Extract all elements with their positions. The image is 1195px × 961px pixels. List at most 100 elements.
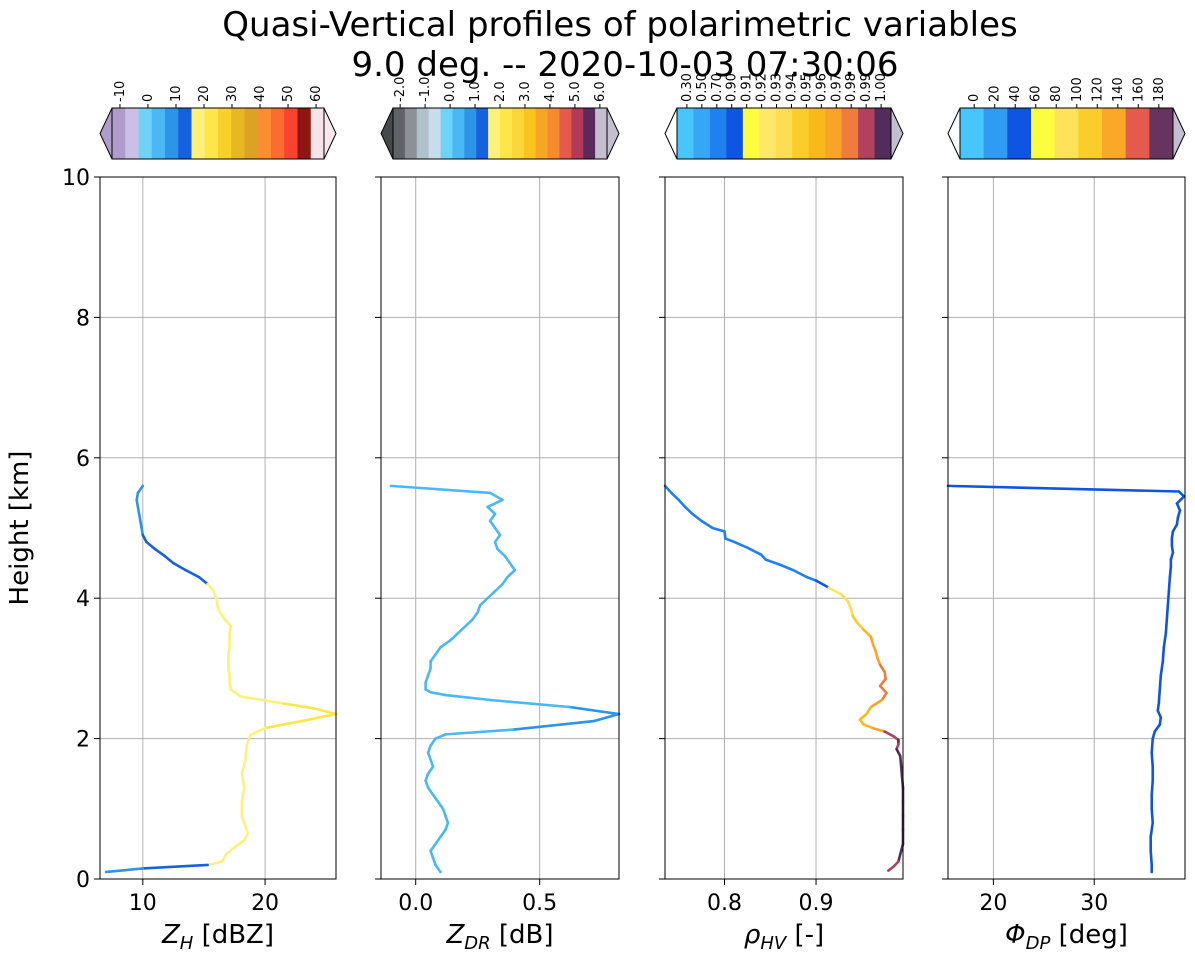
colorbar-swatch xyxy=(775,108,793,159)
profile-segment xyxy=(493,582,504,593)
colorbar-tick-label: 0 xyxy=(967,94,982,102)
profile-segment xyxy=(814,579,831,589)
profile-segment xyxy=(493,533,502,544)
y-tick-label: 8 xyxy=(76,306,90,331)
colorbar-tick-label: 0.92 xyxy=(755,73,770,102)
profile-segment xyxy=(436,800,445,811)
colorbar-tick-label: 0 xyxy=(141,94,156,102)
colorbar-swatch xyxy=(583,108,596,159)
profile-segment xyxy=(463,617,475,628)
y-axis-label: Height [km] xyxy=(5,451,35,606)
profile-segment xyxy=(501,575,509,586)
profile-segment xyxy=(300,712,338,723)
profile-segment xyxy=(429,842,437,853)
colorbar-tick-label: 0.93 xyxy=(770,73,785,102)
colorbar-tick-label: 2.0 xyxy=(493,81,508,102)
x-axis-label: ZH [dBZ] xyxy=(161,920,274,954)
profile-segment xyxy=(471,610,479,621)
colorbar-tick-label: 0.70 xyxy=(710,73,725,102)
profile-segment xyxy=(439,828,447,839)
profile-segment xyxy=(1157,688,1162,705)
profile-segment xyxy=(898,754,903,768)
colorbar-swatch xyxy=(535,108,548,159)
profile-segment xyxy=(724,537,736,544)
colorbar-swatch xyxy=(151,108,166,159)
profile-segment xyxy=(691,512,703,523)
colorbar-tick-label: 40 xyxy=(253,85,268,102)
colorbar-swatch xyxy=(792,108,810,159)
axes-frame xyxy=(380,176,620,880)
colorbar-swatch xyxy=(983,108,1008,159)
colorbar-swatch xyxy=(138,108,153,159)
profile-segment xyxy=(1158,674,1163,691)
profile-segment xyxy=(711,526,726,533)
profile-segment xyxy=(312,707,338,716)
profile-segment xyxy=(1150,737,1155,754)
colorbar: -2.0 -1.0 0.0 1.0 2.0 3.0 4.0 5.0 6.0 xyxy=(380,77,620,160)
profile-segment xyxy=(871,726,886,733)
profile-segment xyxy=(141,533,148,544)
colorbar-swatch xyxy=(841,108,859,159)
profile-segment xyxy=(218,610,227,621)
colorbar-tick-label: 0.98 xyxy=(844,73,859,102)
colorbar-extend-left xyxy=(947,107,961,160)
colorbar: -10 0 10 20 30 40 50 60 xyxy=(99,81,337,160)
colorbar-swatch xyxy=(595,108,608,159)
profile-segment xyxy=(858,712,868,721)
colorbar-swatch xyxy=(488,108,501,159)
colorbar-tick-label: -1.0 xyxy=(418,77,433,102)
profile-segment xyxy=(1149,849,1154,867)
profile-segment xyxy=(805,575,818,582)
profile-segment xyxy=(1150,779,1155,797)
x-tick-label: 0.8 xyxy=(707,891,742,916)
profile-segment xyxy=(163,554,175,565)
profile-segment xyxy=(1175,495,1186,505)
y-tick-label: 6 xyxy=(76,447,90,472)
colorbar-swatch xyxy=(165,108,179,159)
colorbar-swatch xyxy=(858,108,875,159)
profile-segment xyxy=(878,677,887,688)
x-tick-label: 20 xyxy=(251,891,279,916)
colorbar-swatch xyxy=(1102,108,1127,159)
profile-segment xyxy=(153,547,167,558)
x-tick-label: 0.5 xyxy=(522,891,557,916)
colorbar-tick-label: 120 xyxy=(1090,77,1105,102)
profile-segment xyxy=(426,765,435,776)
colorbar-swatch xyxy=(191,108,206,159)
colorbar-swatch xyxy=(218,108,232,159)
profile-segment xyxy=(244,744,249,761)
profile-segment xyxy=(224,846,236,856)
profile-segment xyxy=(862,628,873,639)
figure-title-line2: 9.0 deg. -- 2020-10-03 07:30:06 xyxy=(351,45,898,85)
profile-segment xyxy=(429,653,437,663)
profile-segment xyxy=(851,614,859,625)
colorbar-tick-label: 20 xyxy=(197,85,212,102)
colorbar-swatch xyxy=(178,108,192,159)
profile-segment xyxy=(791,568,809,579)
colorbar-swatch xyxy=(464,108,477,159)
colorbar-tick-label: 0.30 xyxy=(680,73,695,102)
colorbar-swatch xyxy=(523,108,537,159)
profile-segment xyxy=(229,688,242,698)
colorbar-tick-label: 0.91 xyxy=(740,73,755,102)
colorbar-extend-right xyxy=(1172,107,1186,160)
panel-zdr: 0.0 0.5 ZDR [dB] -2.0 -1.0 0.0 1.0 2.0 3.0 4.0 5.0… xyxy=(375,77,621,954)
profile-segment xyxy=(220,853,228,863)
x-axis-label: ZDR [dB] xyxy=(445,920,553,954)
colorbar-swatch xyxy=(693,108,711,159)
panel-phidp: 20 30 ΦDP [deg] 0 20 40 60 80 100 120 140 160 180 xyxy=(942,77,1186,954)
profile-segment xyxy=(899,765,904,779)
colorbar-tick-label: -10 xyxy=(113,81,128,102)
colorbar-tick-label: 0.97 xyxy=(829,73,844,102)
profile-segment xyxy=(855,621,865,632)
profile-segment xyxy=(488,519,497,530)
profile-segment xyxy=(444,728,517,736)
profile-segment xyxy=(429,737,437,747)
profile-segment xyxy=(172,561,187,572)
profile-segment xyxy=(239,695,285,705)
profile-segment xyxy=(263,719,304,730)
profile-segment xyxy=(1171,523,1179,533)
profile-segment xyxy=(663,484,673,495)
colorbar-tick-label: 60 xyxy=(309,85,324,102)
